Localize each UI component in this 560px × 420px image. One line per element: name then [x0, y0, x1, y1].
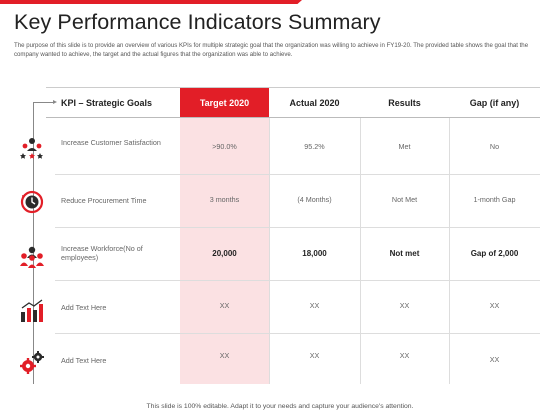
table-top-border [46, 87, 540, 88]
table-row: Increase Workforce(No of employees) 20,0… [0, 227, 560, 280]
gap-value: XX [489, 355, 500, 364]
footer-note: This slide is 100% editable. Adapt it to… [146, 403, 414, 410]
target-column-highlight [180, 87, 269, 384]
header-results: Results [388, 98, 421, 108]
row-divider [55, 280, 540, 281]
team-rating-icon [19, 135, 45, 161]
header-target: Target 2020 [199, 98, 250, 108]
kpi-label: Increase Customer Satisfaction [61, 138, 161, 147]
row-divider [55, 333, 540, 334]
bracket-arrow [33, 100, 57, 104]
column-divider [269, 118, 270, 384]
table-row: Increase Customer Satisfaction >90.0% 95… [0, 121, 560, 174]
results-value: Not Met [391, 195, 418, 204]
kpi-label: Increase Workforce(No of employees) [61, 244, 143, 263]
target-value: 3 months [209, 195, 240, 204]
gap-value: 1-month Gap [473, 195, 516, 204]
results-value: XX [399, 301, 410, 310]
intro-text: The purpose of this slide is to provide … [14, 42, 529, 58]
gap-value: XX [489, 301, 500, 310]
gears-icon [19, 350, 45, 376]
column-divider [360, 118, 361, 384]
table-header-border [46, 117, 540, 118]
actual-value: XX [309, 301, 320, 310]
target-value: 20,000 [212, 249, 237, 258]
header-actual: Actual 2020 [289, 98, 340, 108]
kpi-label: Add Text Here [61, 356, 107, 365]
results-value: Met [398, 142, 411, 151]
workforce-icon [19, 244, 45, 270]
gap-value: No [489, 142, 500, 151]
results-value: XX [399, 351, 410, 360]
column-divider [449, 118, 450, 384]
bracket-line [33, 102, 34, 384]
target-value: XX [219, 301, 230, 310]
kpi-label: Add Text Here [61, 303, 107, 312]
kpi-label: Reduce Procurement Time [61, 196, 147, 205]
table-row: Reduce Procurement Time 3 months (4 Mont… [0, 174, 560, 227]
header-kpi: KPI – Strategic Goals [61, 98, 153, 108]
header-gap: Gap (if any) [469, 98, 520, 108]
actual-value: 95.2% [304, 142, 325, 151]
row-divider [55, 227, 540, 228]
actual-value: (4 Months) [297, 195, 332, 204]
accent-bar [0, 0, 302, 4]
actual-value: XX [309, 351, 320, 360]
table-row: Add Text Here XX XX XX XX [0, 333, 560, 386]
clock-icon [19, 189, 45, 215]
target-value: >90.0% [212, 142, 237, 151]
bar-chart-icon [19, 298, 45, 324]
actual-value: 18,000 [302, 249, 327, 258]
target-value: XX [219, 351, 230, 360]
page-title: Key Performance Indicators Summary [14, 10, 381, 34]
table-row: Add Text Here XX XX XX XX [0, 280, 560, 333]
gap-value: Gap of 2,000 [470, 249, 519, 258]
target-header-highlight [180, 87, 269, 118]
results-value: Not met [389, 249, 420, 258]
row-divider [55, 174, 540, 175]
